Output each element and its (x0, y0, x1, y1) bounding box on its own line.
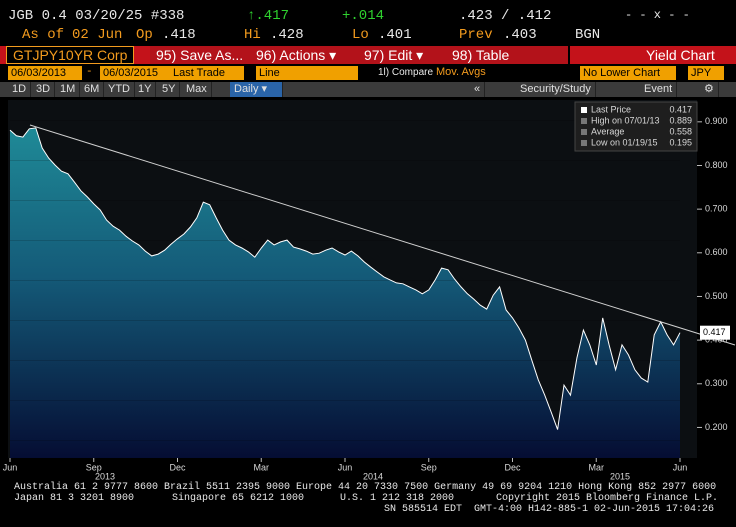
period-tab[interactable]: 3D (32, 82, 56, 97)
footer-item: U.S. 1 212 318 2000 (340, 493, 455, 504)
settings-gear[interactable]: ⚙ (700, 82, 719, 97)
open: .418 (162, 27, 196, 43)
y-tick-label: 0.700 (705, 204, 728, 214)
legend-label: Average (591, 126, 624, 136)
period-tab[interactable]: 6M (80, 82, 105, 97)
legend-label: High on 07/01/13 (591, 115, 660, 125)
low: .401 (378, 27, 412, 43)
save-as-button[interactable]: 95) Save As... (150, 46, 256, 64)
toolbar-title: Yield Chart (640, 46, 721, 64)
field-select[interactable]: Last Trade (170, 66, 244, 80)
x-tick-label: Jun (338, 462, 353, 472)
y-tick-label: 0.200 (705, 422, 728, 432)
band-stripe (10, 440, 680, 441)
ticker-input[interactable]: GTJPY10YR Corp (6, 46, 135, 64)
change: +.014 (342, 8, 385, 24)
band-stripe (10, 120, 680, 121)
legend-marker (581, 107, 587, 113)
legend-marker (581, 129, 587, 135)
bid-ask: .423 / .412 (459, 8, 552, 24)
legend-box (574, 101, 698, 152)
high: .428 (270, 27, 304, 43)
y-tick-label: 0.900 (705, 116, 728, 126)
compare[interactable]: 1l) Compare (378, 67, 434, 78)
price-line (9, 127, 681, 430)
as-of-label: As of (22, 27, 65, 43)
footer-item: Copyright 2015 Bloomberg Finance L.P. (496, 493, 719, 504)
trend-line (29, 124, 736, 346)
area-fill (10, 127, 680, 459)
end-date[interactable]: 06/03/2015 (100, 66, 170, 80)
legend-value: 0.417 (669, 104, 692, 114)
band-stripe (10, 240, 680, 241)
lower-chart[interactable]: No Lower Chart (580, 66, 676, 80)
last-tag: 0.417 (703, 327, 726, 337)
chart: 0.9000.8000.7000.6000.5000.4000.3000.200… (3, 100, 736, 480)
prev: .403 (503, 27, 537, 43)
x-tick-label: Sep (86, 462, 102, 472)
high-label: Hi (244, 27, 261, 43)
footer-item: Japan 81 3 3201 8900 (14, 493, 135, 504)
x-tick-label: Mar (254, 462, 270, 472)
year-label: 2015 (610, 471, 630, 480)
period-tab[interactable]: 1M (56, 82, 81, 97)
legend-label: Last Price (591, 104, 631, 114)
source: BGN (575, 27, 601, 43)
edit-button[interactable]: 97) Edit ▾ (358, 46, 452, 64)
last: ↑.417 (247, 8, 290, 24)
x-tick-label: Dec (169, 462, 186, 472)
period-tab[interactable]: Max (182, 82, 212, 97)
period-tab[interactable]: 5Y (158, 82, 181, 97)
band-stripe (10, 320, 680, 321)
collapse[interactable]: « (470, 82, 486, 97)
x-tick-label: Mar (589, 462, 605, 472)
x-tick-label: Jun (673, 462, 688, 472)
start-date[interactable]: 06/03/2013 (8, 66, 82, 80)
event[interactable]: Event (640, 82, 678, 97)
footer-item: Singapore 65 6212 1000 (172, 493, 305, 504)
low-label: Lo (352, 27, 369, 43)
year-label: 2014 (363, 471, 383, 480)
date-dash: - (86, 66, 93, 78)
legend-label: Low on 01/19/15 (591, 137, 658, 147)
period-tab[interactable]: 1D (8, 82, 32, 97)
year-label: 2013 (95, 471, 115, 480)
frequency[interactable]: Daily ▾ (230, 82, 283, 97)
x-tick-label: Jun (3, 462, 18, 472)
band-stripe (10, 160, 680, 161)
flags: - - x - - (625, 8, 690, 22)
period-bar (0, 82, 736, 97)
prev-label: Prev (459, 27, 493, 43)
y-tick-label: 0.500 (705, 291, 728, 301)
y-tick-label: 0.300 (705, 378, 728, 388)
mov-avgs[interactable]: Mov. Avgs (436, 66, 486, 78)
open-label: Op (136, 27, 153, 43)
y-tick-label: 0.800 (705, 160, 728, 170)
security: JGB 0.4 03/20/25 #338 (8, 8, 185, 24)
legend-value: 0.558 (669, 126, 692, 136)
security-study[interactable]: Security/Study (516, 82, 596, 97)
footer-line: SN 585514 EDT GMT-4:00 H142-885-1 02-Jun… (384, 504, 715, 515)
legend-marker (581, 118, 587, 124)
band-stripe (10, 200, 680, 201)
period-tab[interactable]: YTD (104, 82, 135, 97)
band-stripe (10, 400, 680, 401)
as-of: 02 Jun (72, 27, 123, 43)
band-stripe (10, 280, 680, 281)
band-stripe (10, 360, 680, 361)
legend-value: 0.889 (669, 115, 692, 125)
period-tab[interactable]: 1Y (134, 82, 157, 97)
legend-marker (581, 140, 587, 146)
x-tick-label: Sep (421, 462, 437, 472)
currency[interactable]: JPY (688, 66, 724, 80)
table-button[interactable]: 98) Table (446, 46, 570, 64)
legend-value: 0.195 (669, 137, 692, 147)
footer-line: Australia 61 2 9777 8600 Brazil 5511 239… (14, 482, 717, 493)
last-tag-box (700, 325, 730, 340)
style-select[interactable]: Line (256, 66, 358, 80)
actions-button[interactable]: 96) Actions ▾ (250, 46, 364, 64)
x-tick-label: Dec (504, 462, 521, 472)
y-tick-label: 0.600 (705, 247, 728, 257)
